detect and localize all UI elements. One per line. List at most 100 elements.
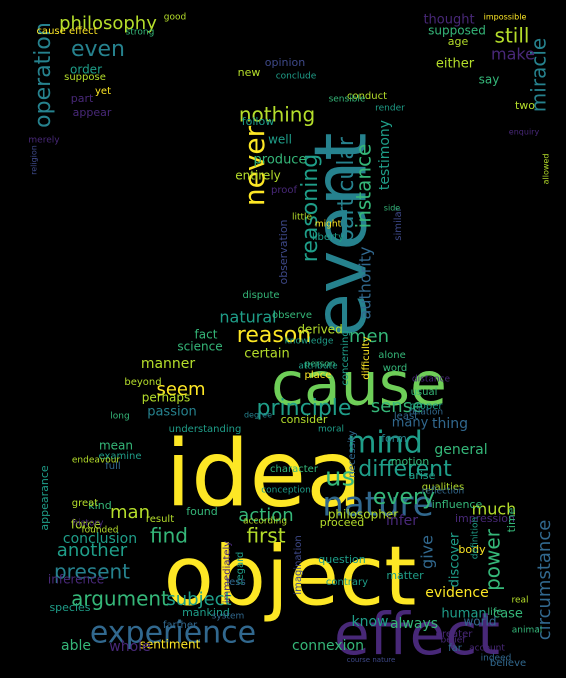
word-religion: religion xyxy=(30,145,39,175)
word-proceed: proceed xyxy=(320,516,365,529)
word-argument: argument xyxy=(71,587,169,611)
word-long: long xyxy=(110,412,129,422)
word-qualities: qualities xyxy=(422,482,464,493)
word-connexion: connexion xyxy=(292,638,364,654)
word-according: according xyxy=(243,517,287,527)
word-side: side xyxy=(384,204,400,213)
word-first: first xyxy=(246,524,285,548)
word-appearance: appearance xyxy=(38,465,51,530)
word-much: much xyxy=(472,500,517,519)
word-result: result xyxy=(146,514,174,525)
word-immediately: immediately xyxy=(222,541,233,604)
word-derived: derived xyxy=(297,323,342,337)
word-usual: usual xyxy=(411,387,438,398)
word-influence: influence xyxy=(432,498,483,511)
word-philosopher: philosopher xyxy=(328,508,398,522)
word-degree: degree xyxy=(244,411,272,420)
word-passion: passion xyxy=(147,405,197,420)
word-thing: thing xyxy=(432,416,468,432)
word-attribute: attribute xyxy=(298,362,338,372)
word-body: body xyxy=(458,543,486,556)
word-man: man xyxy=(110,502,150,523)
word-mind: mind xyxy=(347,426,423,461)
word-life: life xyxy=(487,607,502,618)
word-evidence: evidence xyxy=(425,585,488,601)
word-testimony: testimony xyxy=(377,120,393,190)
word-species: species xyxy=(49,601,90,614)
word-might: might xyxy=(315,220,342,230)
word-world: world xyxy=(463,615,496,629)
word-always: always xyxy=(390,616,438,632)
word-general: general xyxy=(434,442,487,458)
word-nature: nature xyxy=(322,485,433,525)
word-belief: belief xyxy=(441,636,467,646)
word-full: full xyxy=(105,461,120,472)
word-sensible: sensible xyxy=(329,95,366,105)
word-strong: strong xyxy=(126,28,155,38)
word-experience: experience xyxy=(90,616,256,651)
word-follow: follow xyxy=(242,115,274,128)
word-men: men xyxy=(349,326,389,347)
word-indeed: indeed xyxy=(481,654,512,664)
word-question: question xyxy=(318,553,366,566)
word-word: word xyxy=(383,363,408,374)
word-matter: matter xyxy=(386,569,424,582)
word-force: force xyxy=(71,518,101,532)
word-kind: kind xyxy=(88,499,111,512)
word-miracle: miracle xyxy=(527,38,551,112)
word-necessity: necessity xyxy=(347,430,358,477)
word-found: found xyxy=(186,505,218,518)
word-place: place xyxy=(305,370,332,381)
word-alone: alone xyxy=(378,350,406,361)
word-proof: proof xyxy=(271,185,297,196)
word-fact: fact xyxy=(195,328,218,342)
word-course-nature: course nature xyxy=(347,656,396,664)
word-form: form xyxy=(381,432,407,445)
word-cause: cause xyxy=(271,350,447,420)
word-believe: believe xyxy=(490,658,526,669)
word-never: never xyxy=(238,125,271,206)
word-impossible: impossible xyxy=(484,13,527,22)
word-animal: animal xyxy=(512,626,543,636)
word-give: give xyxy=(418,535,437,569)
word-know: know xyxy=(352,614,389,630)
word-contrary: contrary xyxy=(326,577,368,588)
word-opinion: opinion xyxy=(265,56,306,69)
word-character: character xyxy=(270,464,319,475)
word-instance: instance xyxy=(352,144,376,229)
word-understanding: understanding xyxy=(169,424,242,435)
word-event: event xyxy=(299,132,383,337)
word-difficulty: difficulty xyxy=(361,336,372,379)
word-every: every xyxy=(373,485,435,510)
word-operation: operation xyxy=(31,22,56,128)
word-real: real xyxy=(511,596,528,606)
word-reasoning: reasoning xyxy=(298,154,323,262)
word-motion: motion xyxy=(391,455,430,468)
word-knowledge: knowledge xyxy=(285,337,334,347)
word-say: say xyxy=(479,73,500,87)
word-allowed: allowed xyxy=(542,154,551,185)
word-order: order xyxy=(70,63,102,77)
word-conduct: conduct xyxy=(347,91,387,102)
word-principle: principle xyxy=(257,396,352,421)
word-age: age xyxy=(448,35,469,48)
word-infer: infer xyxy=(386,513,418,529)
word-new: new xyxy=(238,66,261,79)
word-present: present xyxy=(54,560,130,584)
word-mean: mean xyxy=(99,439,133,453)
word-even: even xyxy=(71,37,125,62)
word-supposed: supposed xyxy=(428,24,486,38)
word-observation: observation xyxy=(277,219,290,284)
word-able: able xyxy=(61,638,91,654)
word-object: object xyxy=(164,529,417,624)
word-many: many xyxy=(392,416,429,431)
word-particular: particular xyxy=(334,136,359,243)
word-sentiment: sentiment xyxy=(140,638,201,652)
word-conclusion: conclusion xyxy=(63,531,137,547)
word-conclude: conclude xyxy=(276,72,317,82)
word-farther: farther xyxy=(163,620,198,631)
word-produce: produce xyxy=(254,153,307,168)
word-us: us xyxy=(325,463,355,493)
word-nothing: nothing xyxy=(239,103,315,127)
